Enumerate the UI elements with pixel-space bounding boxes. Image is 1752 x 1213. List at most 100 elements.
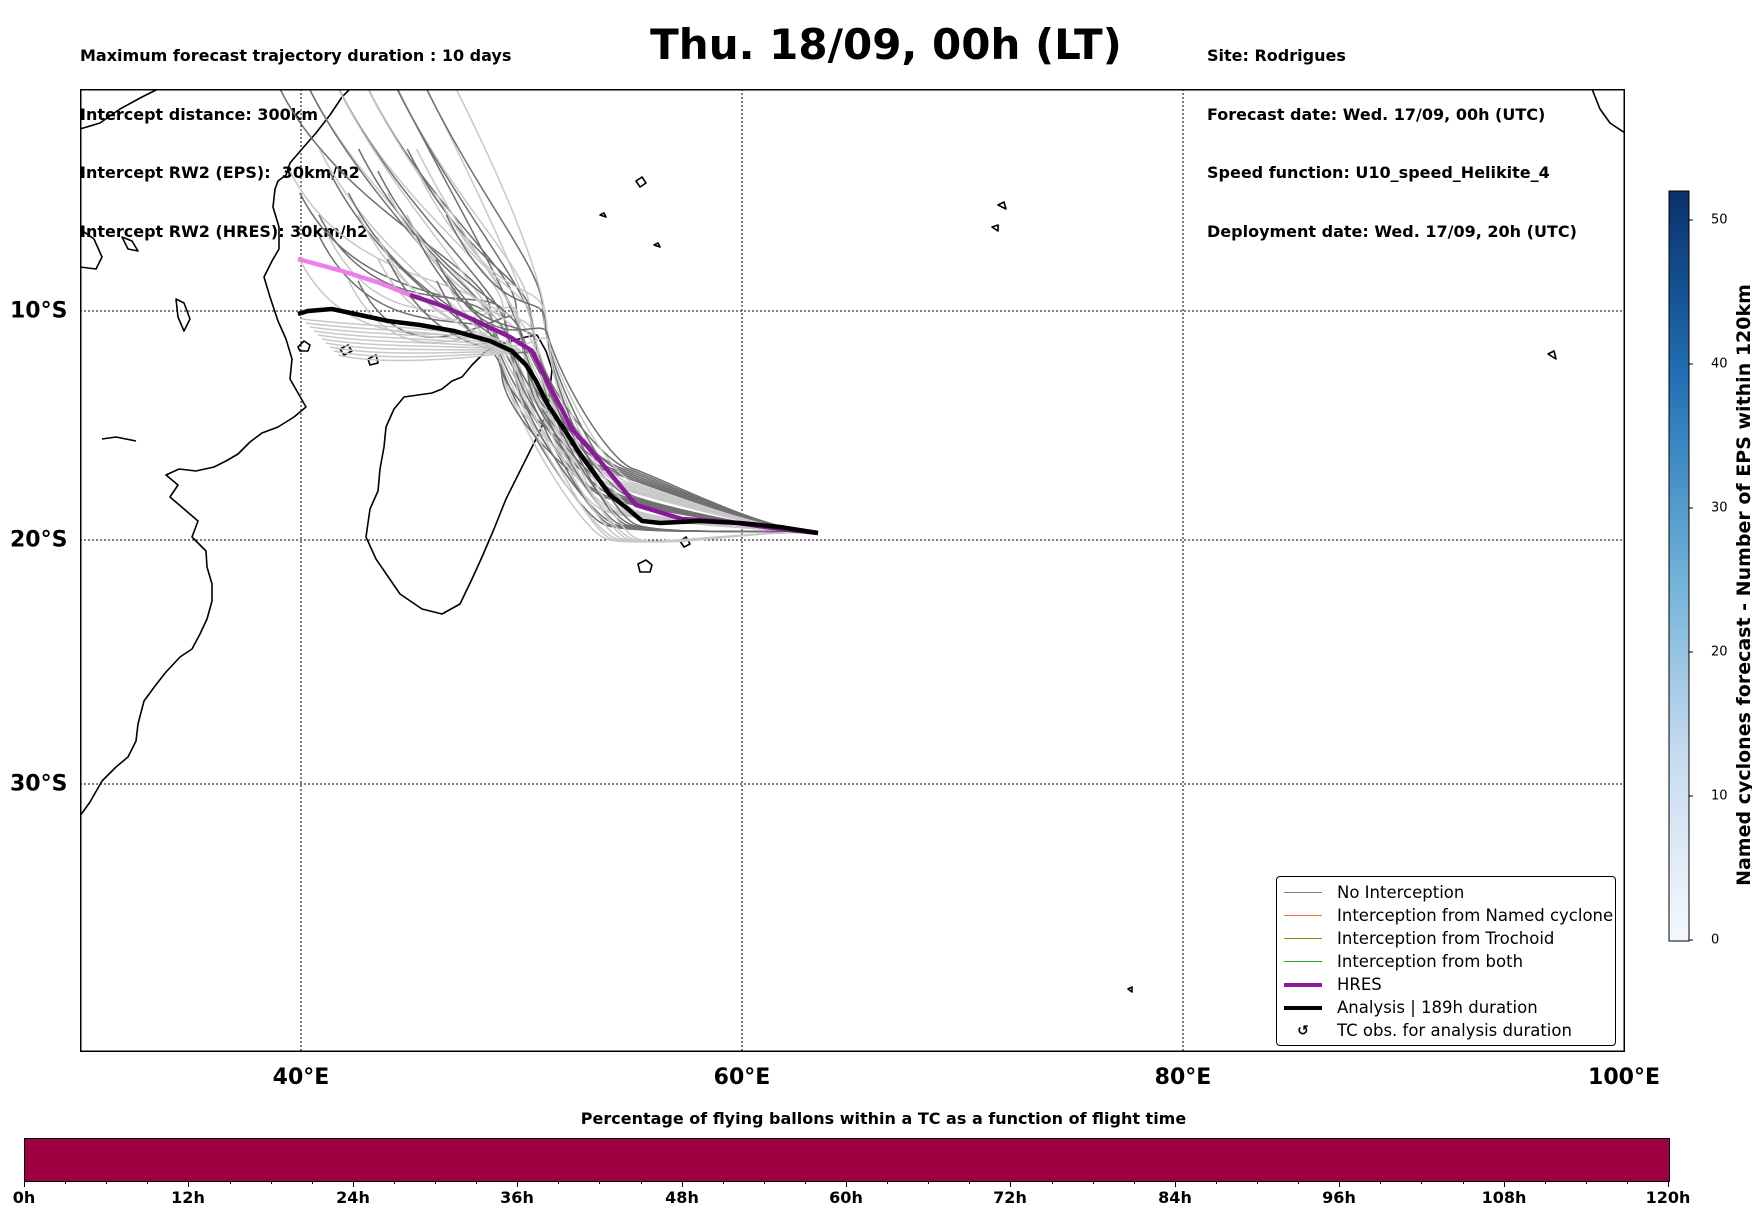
eps-trajectory <box>425 89 819 534</box>
colorbar-tick: 50 <box>1711 212 1728 228</box>
flight-time-tickmark <box>106 1181 108 1184</box>
flight-time-tick: 60h <box>829 1188 863 1207</box>
legend-label: TC obs. for analysis duration <box>1337 1021 1572 1040</box>
colorbar-tick: 40 <box>1711 356 1728 372</box>
eps-count-colorbar <box>1668 190 1693 942</box>
flight-time-tickmark <box>229 1181 231 1184</box>
seychelles-island <box>635 176 647 188</box>
flight-time-tickmark <box>393 1181 395 1184</box>
flight-time-tickmark <box>1092 1181 1094 1184</box>
flight-time-tickmark <box>1421 1181 1423 1184</box>
flight-time-tickmark <box>640 1181 642 1184</box>
island <box>653 242 661 248</box>
arabia-coastline <box>80 89 159 130</box>
lon-tick-80e: 80°E <box>1154 1065 1212 1090</box>
flight-time-tickmark <box>65 1181 67 1184</box>
hres-track-light <box>297 256 411 298</box>
flight-time-tick: 120h <box>1645 1188 1691 1207</box>
site-text: Site: Rodrigues <box>1207 46 1346 65</box>
map-frame <box>80 89 1625 1052</box>
island <box>80 228 103 270</box>
flight-time-tickmark <box>1380 1181 1382 1184</box>
legend-swatch <box>1284 1005 1322 1010</box>
flight-time-tickmark <box>1174 1181 1176 1187</box>
flight-time-tickmark <box>311 1181 313 1184</box>
legend-swatch <box>1284 961 1322 962</box>
flight-time-tickmark <box>1626 1181 1628 1184</box>
eps-trajectory <box>435 192 819 534</box>
eps-trajectory <box>357 214 819 543</box>
madagascar-coastline <box>365 334 553 615</box>
eps-trajectory <box>435 258 819 534</box>
trajectory-map[interactable] <box>80 89 1625 1052</box>
colorbar-label: Named cyclones forecast - Number of EPS … <box>1733 284 1752 886</box>
legend-label: Interception from Trochoid <box>1337 929 1555 948</box>
flight-time-tickmark <box>147 1181 149 1184</box>
colorbar-tick: 10 <box>1711 788 1728 804</box>
flight-time-tickmark <box>1051 1181 1053 1184</box>
legend-analysis: Analysis | 189h duration <box>1277 996 1538 1019</box>
flight-time-tick: 24h <box>336 1188 370 1207</box>
legend-no-interception: No Interception <box>1277 881 1464 904</box>
flight-time-tickmark <box>1544 1181 1546 1184</box>
legend-label: HRES <box>1337 975 1382 994</box>
eps-trajectory <box>387 192 819 543</box>
reunion-island <box>637 559 653 573</box>
india-coastline <box>1591 89 1625 134</box>
island <box>1547 350 1557 360</box>
legend-trochoid: Interception from Trochoid <box>1277 927 1554 950</box>
eps-trajectory <box>321 338 521 352</box>
flight-time-tickmark <box>517 1181 519 1187</box>
flight-time-tickmark <box>352 1181 354 1187</box>
flight-time-tickmark <box>599 1181 601 1184</box>
flight-time-tickmark <box>969 1181 971 1184</box>
island <box>175 298 191 332</box>
flight-time-tickmark <box>1339 1181 1341 1187</box>
flight-time-tickmark <box>887 1181 889 1184</box>
flight-time-tick: 36h <box>500 1188 534 1207</box>
flight-time-tick: 108h <box>1481 1188 1527 1207</box>
flight-time-tick: 96h <box>1322 1188 1356 1207</box>
flight-time-colorbar <box>24 1138 1670 1182</box>
flight-time-tickmark <box>1133 1181 1135 1184</box>
flight-time-tick: 84h <box>1158 1188 1192 1207</box>
intercept-distance-text: Intercept distance: 300km <box>80 104 319 124</box>
flight-time-tickmark <box>763 1181 765 1184</box>
deployment-date-text: Deployment date: Wed. 17/09, 20h (UTC) <box>1207 221 1577 241</box>
colorbar-tick: 30 <box>1711 500 1728 516</box>
flight-time-tickmark <box>1668 1181 1669 1187</box>
flight-time-colorbar-title: Percentage of flying ballons within a TC… <box>580 1109 1187 1128</box>
legend-swatch <box>1284 892 1322 893</box>
flight-time-tickmark <box>1215 1181 1217 1184</box>
flight-time-tickmark <box>435 1181 436 1184</box>
lat-tick-30s: 30°S <box>10 771 68 797</box>
flight-time-tickmark <box>722 1181 724 1184</box>
eps-trajectory <box>337 350 521 362</box>
flight-time-tickmark <box>1503 1181 1505 1187</box>
colorbar-tick: 0 <box>1711 932 1720 948</box>
speed-function-text: Speed function: U10_speed_Helikite_4 <box>1207 163 1550 182</box>
flight-time-tick: 48h <box>665 1188 699 1207</box>
lon-tick-60e: 60°E <box>713 1065 771 1090</box>
site-info: Site: Rodrigues Forecast date: Wed. 17/0… <box>1207 7 1577 261</box>
legend-label: No Interception <box>1337 883 1465 902</box>
eps-trajectory <box>317 334 521 352</box>
cyclone-icon: ↺ <box>1297 1022 1309 1039</box>
legend-tc-obs: ↺ TC obs. for analysis duration <box>1277 1019 1572 1042</box>
legend-both: Interception from both <box>1277 950 1523 973</box>
island <box>121 236 139 252</box>
flight-time-tickmark <box>681 1181 683 1187</box>
eps-trajectory <box>445 214 819 534</box>
lat-tick-20s: 20°S <box>10 527 68 553</box>
island <box>991 224 999 232</box>
page-title: Thu. 18/09, 00h (LT) <box>650 20 1122 69</box>
eps-trajectory <box>318 214 819 534</box>
flight-time-tickmark <box>476 1181 478 1184</box>
flight-time-tickmark <box>846 1181 847 1187</box>
flight-time-tickmark <box>1298 1181 1300 1184</box>
eps-trajectory <box>386 258 819 534</box>
legend-swatch <box>1284 982 1322 987</box>
analysis-track <box>297 306 819 536</box>
flight-time-tickmark <box>928 1181 930 1184</box>
africa-coastline <box>80 89 351 817</box>
